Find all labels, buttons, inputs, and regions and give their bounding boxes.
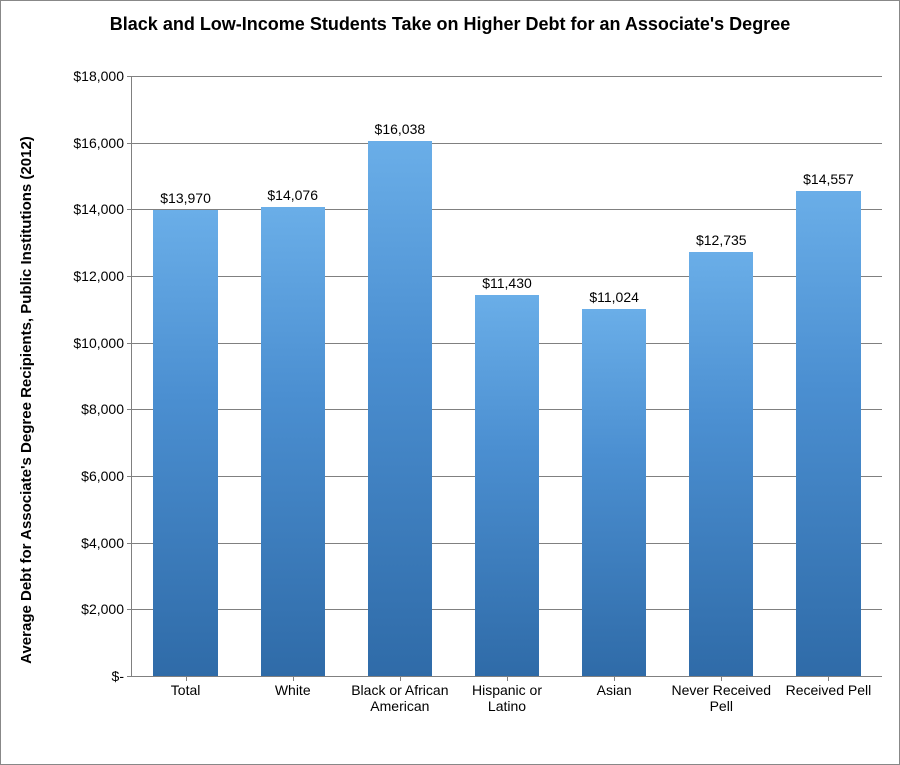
y-tick-mark [127, 76, 132, 77]
y-tick-mark [127, 543, 132, 544]
x-tick-mark [828, 676, 829, 681]
bar [261, 207, 325, 676]
bar-value-label: $11,024 [589, 289, 639, 305]
bar [582, 309, 646, 676]
bar-value-label: $12,735 [696, 232, 747, 248]
bar-value-label: $13,970 [160, 190, 211, 206]
x-tick-mark [400, 676, 401, 681]
bar-value-label: $11,430 [482, 275, 532, 291]
y-tick-label: $4,000 [81, 535, 124, 551]
y-axis-label: Average Debt for Associate's Degree Reci… [18, 80, 36, 720]
x-category-label: White [239, 682, 346, 698]
y-tick-mark [127, 476, 132, 477]
x-category-label: Received Pell [775, 682, 882, 698]
x-tick-mark [721, 676, 722, 681]
chart-frame: Black and Low-Income Students Take on Hi… [0, 0, 900, 765]
bar-value-label: $14,076 [267, 187, 318, 203]
gridline [132, 143, 882, 144]
x-tick-mark [507, 676, 508, 681]
y-tick-mark [127, 676, 132, 677]
x-tick-mark [186, 676, 187, 681]
bar [689, 252, 753, 677]
x-category-label: Asian [561, 682, 668, 698]
bar-value-label: $16,038 [375, 121, 426, 137]
y-tick-mark [127, 409, 132, 410]
y-tick-mark [127, 143, 132, 144]
x-tick-mark [614, 676, 615, 681]
bar [796, 191, 860, 676]
y-tick-label: $18,000 [73, 68, 124, 84]
y-tick-label: $14,000 [73, 201, 124, 217]
x-category-label: Black or African American [346, 682, 453, 714]
y-tick-mark [127, 609, 132, 610]
gridline [132, 209, 882, 210]
y-tick-label: $16,000 [73, 135, 124, 151]
x-category-label: Total [132, 682, 239, 698]
y-tick-label: $6,000 [81, 468, 124, 484]
y-tick-mark [127, 276, 132, 277]
plot-area: $-$2,000$4,000$6,000$8,000$10,000$12,000… [131, 76, 882, 677]
bar-value-label: $14,557 [803, 171, 854, 187]
x-category-label: Hispanic or Latino [453, 682, 560, 714]
gridline [132, 76, 882, 77]
bar [368, 141, 432, 676]
y-tick-label: $12,000 [73, 268, 124, 284]
y-tick-label: $8,000 [81, 401, 124, 417]
bar [153, 210, 217, 676]
y-tick-label: $10,000 [73, 335, 124, 351]
y-axis-label-wrap: Average Debt for Associate's Degree Reci… [7, 1, 47, 764]
x-category-label: Never Received Pell [668, 682, 775, 714]
y-tick-mark [127, 209, 132, 210]
bar [475, 295, 539, 676]
y-tick-mark [127, 343, 132, 344]
y-tick-label: $2,000 [81, 601, 124, 617]
chart-title: Black and Low-Income Students Take on Hi… [1, 13, 899, 36]
x-tick-mark [293, 676, 294, 681]
y-tick-label: $- [112, 668, 124, 684]
